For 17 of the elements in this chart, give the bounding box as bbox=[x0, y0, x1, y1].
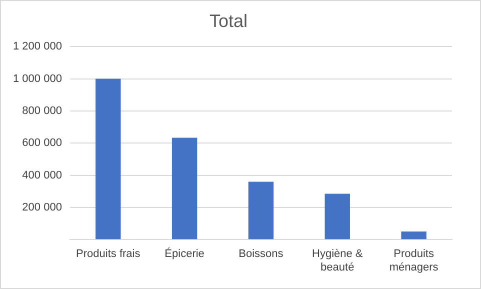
x-tick-label: Produits ménagers bbox=[389, 248, 439, 274]
y-tick-label: 1 200 000 bbox=[13, 40, 62, 53]
bar bbox=[248, 182, 274, 240]
x-tick-label: Épicerie bbox=[164, 247, 204, 260]
bar bbox=[401, 232, 426, 240]
y-tick-label: 800 000 bbox=[22, 104, 62, 117]
y-tick-label: 200 000 bbox=[22, 201, 62, 214]
bar bbox=[172, 138, 198, 240]
y-tick-label: 400 000 bbox=[22, 169, 62, 182]
bar bbox=[324, 194, 350, 240]
bar bbox=[96, 78, 121, 240]
x-tick-label: Boissons bbox=[238, 248, 284, 260]
x-tick-label: Produits frais bbox=[76, 248, 141, 260]
y-tick-label: 1 000 000 bbox=[13, 72, 62, 85]
chart-title: Total bbox=[209, 10, 248, 31]
y-tick-label: 600 000 bbox=[22, 137, 62, 150]
x-tick-label: Hygiène & beauté bbox=[312, 248, 364, 274]
